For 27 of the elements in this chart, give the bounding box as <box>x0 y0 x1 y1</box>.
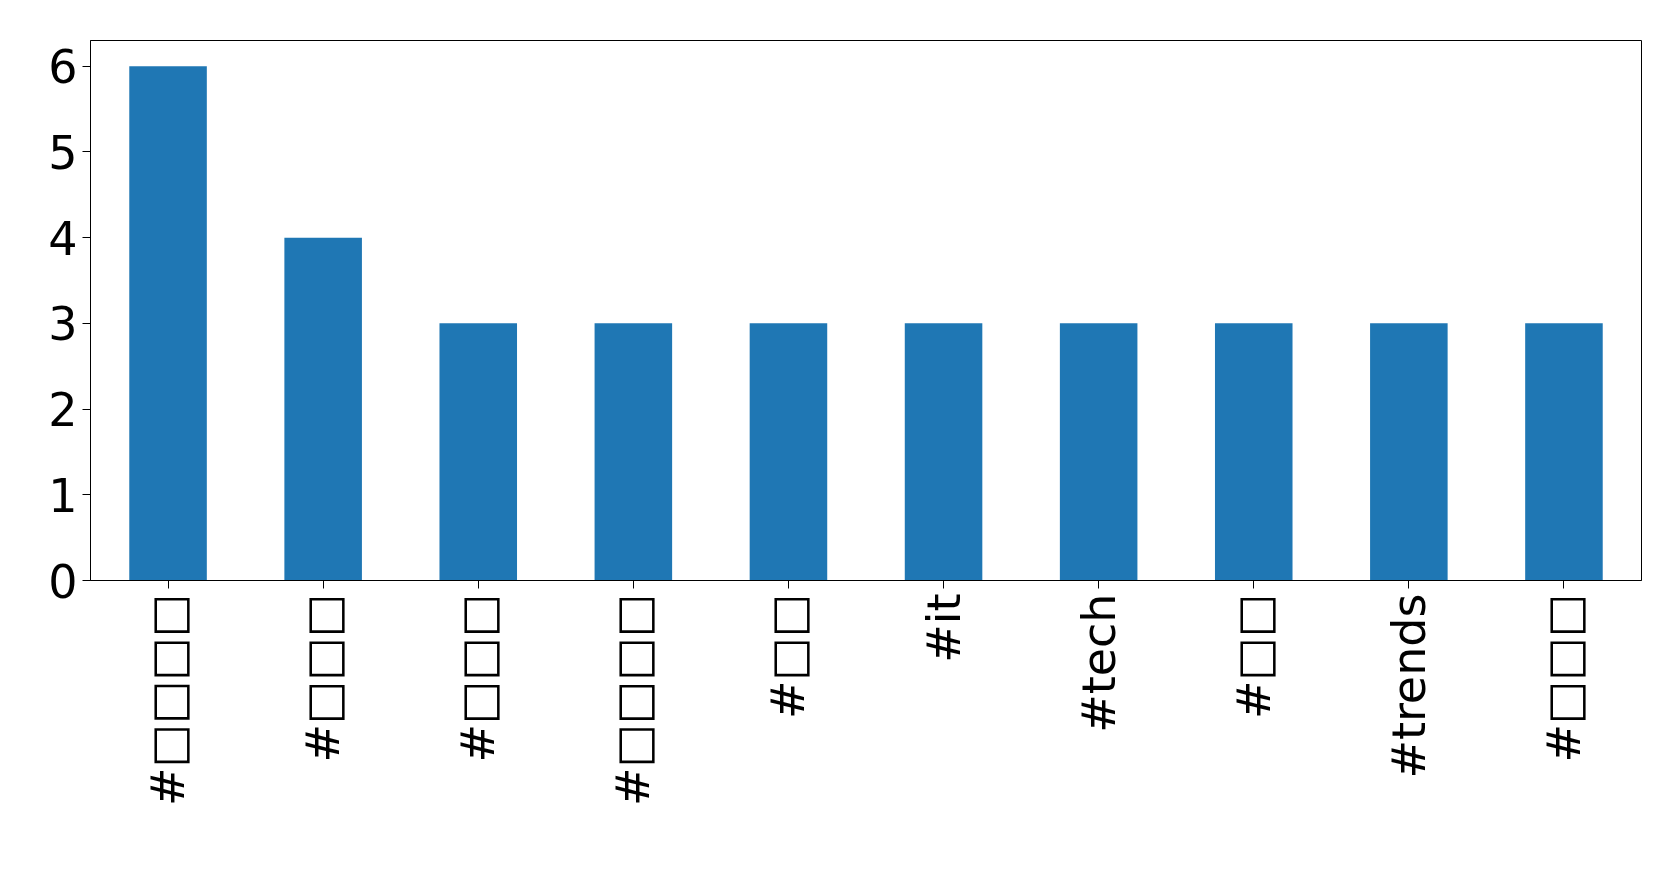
y-tick-label: 4 <box>48 211 78 266</box>
bar <box>594 323 673 581</box>
bar <box>904 323 983 581</box>
y-tick-label: 0 <box>48 554 78 609</box>
x-tick-label: #trends <box>1381 593 1436 779</box>
x-tick-label: #tech <box>1071 593 1126 733</box>
x-tick-label: #□□□ <box>451 593 506 763</box>
bar <box>439 323 518 581</box>
x-tick-label: #it <box>916 593 971 663</box>
x-tick-label: #□□□ <box>1536 593 1591 763</box>
x-tick-label: #□□ <box>1226 593 1281 719</box>
bar <box>1370 323 1448 581</box>
x-tick-label: #□□□ <box>296 593 351 763</box>
y-tick-label: 1 <box>48 468 78 523</box>
y-tick-label: 2 <box>48 383 78 438</box>
x-tick-label: #□□□□ <box>606 593 661 806</box>
x-tick-label: #□□ <box>761 593 816 719</box>
bar <box>749 323 828 581</box>
bar <box>1059 323 1138 581</box>
bar <box>129 66 207 581</box>
bar <box>284 237 362 581</box>
y-tick-label: 6 <box>48 40 78 95</box>
y-tick-label: 5 <box>48 125 78 180</box>
bar <box>1214 323 1293 581</box>
y-tick-label: 3 <box>48 297 78 352</box>
x-tick-label: #□□□□ <box>141 593 196 806</box>
bar <box>1525 323 1603 581</box>
